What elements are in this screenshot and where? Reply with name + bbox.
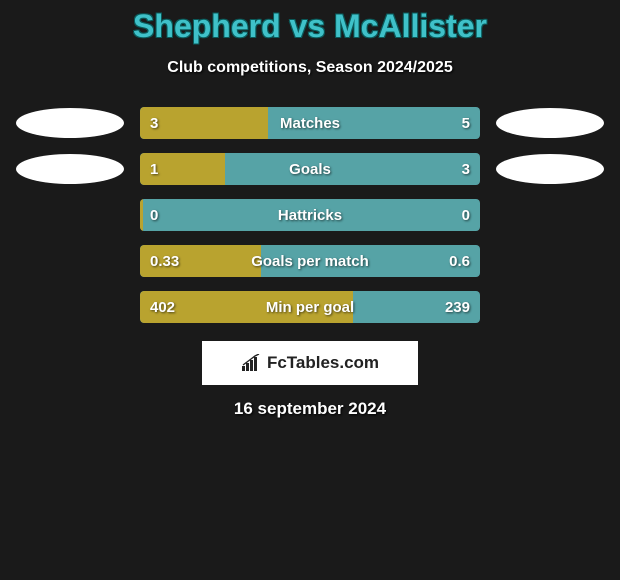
logo-box: FcTables.com bbox=[202, 341, 418, 385]
stat-right-value: 239 bbox=[445, 291, 470, 323]
stat-label: Matches bbox=[140, 107, 480, 139]
oval-spacer bbox=[496, 246, 604, 276]
stat-right-value: 0 bbox=[462, 199, 470, 231]
stat-right-value: 3 bbox=[462, 153, 470, 185]
stat-row: 0Hattricks0 bbox=[0, 199, 620, 231]
stat-bar: 0Hattricks0 bbox=[140, 199, 480, 231]
player-oval-right bbox=[496, 154, 604, 184]
player-oval-left bbox=[16, 154, 124, 184]
subtitle: Club competitions, Season 2024/2025 bbox=[0, 59, 620, 77]
stat-right-value: 0.6 bbox=[449, 245, 470, 277]
bar-chart-icon bbox=[241, 354, 263, 372]
stat-right-value: 5 bbox=[462, 107, 470, 139]
page-title: Shepherd vs McAllister bbox=[0, 8, 620, 45]
stat-row: 402Min per goal239 bbox=[0, 291, 620, 323]
oval-spacer bbox=[16, 246, 124, 276]
player-oval-right bbox=[496, 108, 604, 138]
stat-label: Hattricks bbox=[140, 199, 480, 231]
player-oval-left bbox=[16, 108, 124, 138]
stat-bar: 402Min per goal239 bbox=[140, 291, 480, 323]
oval-spacer bbox=[496, 200, 604, 230]
oval-spacer bbox=[496, 292, 604, 322]
stat-row: 3Matches5 bbox=[0, 107, 620, 139]
stat-bar: 0.33Goals per match0.6 bbox=[140, 245, 480, 277]
stat-bar: 1Goals3 bbox=[140, 153, 480, 185]
stat-label: Goals per match bbox=[140, 245, 480, 277]
logo-text: FcTables.com bbox=[267, 353, 379, 373]
stat-label: Goals bbox=[140, 153, 480, 185]
stat-label: Min per goal bbox=[140, 291, 480, 323]
oval-spacer bbox=[16, 292, 124, 322]
stat-row: 1Goals3 bbox=[0, 153, 620, 185]
stat-row: 0.33Goals per match0.6 bbox=[0, 245, 620, 277]
date-label: 16 september 2024 bbox=[0, 399, 620, 419]
stat-bar: 3Matches5 bbox=[140, 107, 480, 139]
oval-spacer bbox=[16, 200, 124, 230]
